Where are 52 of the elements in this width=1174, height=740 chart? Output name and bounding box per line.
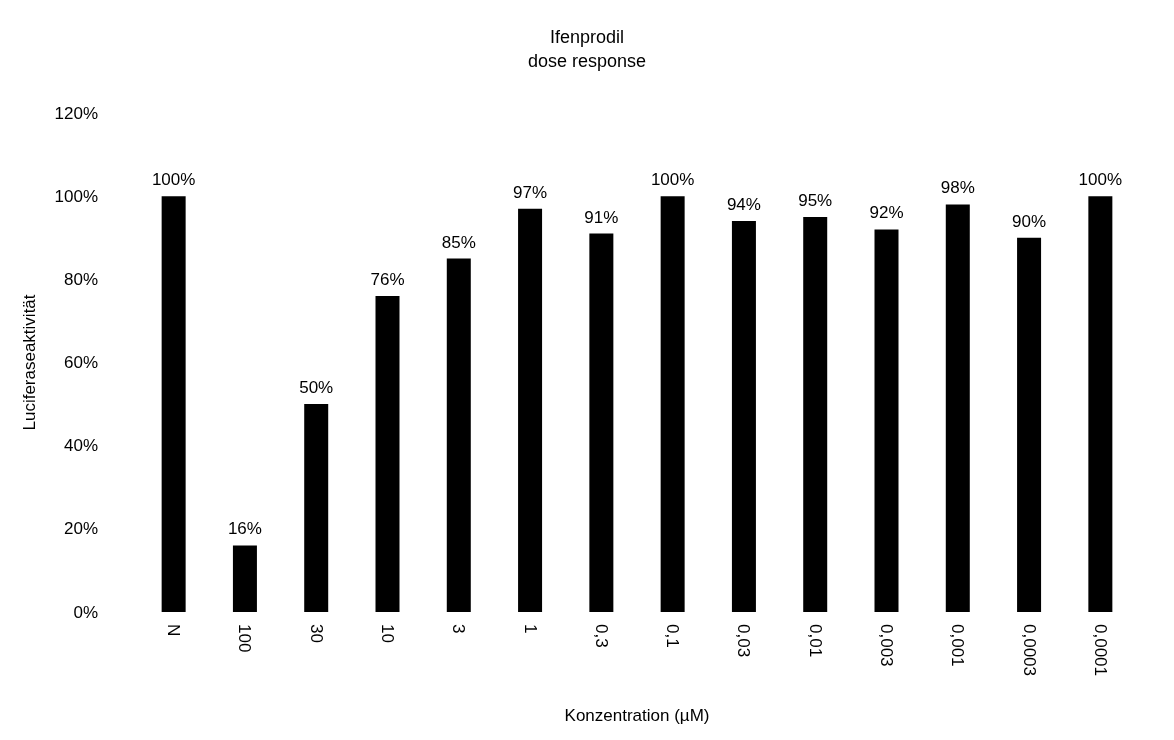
bar: [446, 258, 471, 612]
x-tick-label: 0,03: [734, 624, 754, 658]
data-label: 100%: [1078, 170, 1123, 190]
bar: [1088, 196, 1113, 612]
chart-title: Ifenprodil dose response: [527, 27, 647, 71]
bar: [232, 545, 257, 612]
data-label: 91%: [584, 207, 619, 227]
bar: [304, 404, 329, 612]
x-tick-label: 0,001: [948, 624, 968, 667]
bar: [660, 196, 685, 612]
bar: [874, 229, 899, 612]
y-tick-label: 100%: [54, 186, 98, 206]
bar: [375, 295, 400, 612]
x-tick-label: 1: [520, 624, 540, 634]
x-tick-label: 0,01: [805, 624, 825, 658]
data-label: 100%: [650, 170, 695, 190]
data-label: 50%: [299, 378, 334, 398]
y-tick-label: 40%: [63, 436, 98, 456]
x-tick-label: 30: [306, 624, 326, 643]
bar: [518, 208, 543, 612]
y-tick-label: 120%: [54, 103, 98, 123]
data-label: 95%: [798, 190, 833, 210]
x-tick-label: 3: [449, 624, 469, 634]
y-axis-title: Luciferaseaktivität: [20, 294, 39, 431]
bar: [589, 233, 614, 612]
bar: [945, 204, 970, 612]
y-tick-label: 20%: [63, 519, 98, 539]
x-tick-label: N: [164, 624, 184, 637]
data-label: 85%: [441, 232, 476, 252]
data-label: 92%: [869, 203, 904, 223]
data-label: 97%: [513, 182, 548, 202]
data-label: 100%: [151, 170, 196, 190]
x-tick-label: 0,0003: [1019, 624, 1039, 676]
y-tick-label: 80%: [63, 269, 98, 289]
x-tick-label: 0,3: [591, 624, 611, 648]
y-tick-label: 60%: [63, 353, 98, 372]
data-label: 90%: [1012, 211, 1047, 231]
x-tick-label: 10: [378, 624, 397, 643]
x-tick-label: 0,003: [877, 624, 896, 667]
x-axis-title: Konzentration (µM): [564, 706, 710, 725]
data-label: 76%: [370, 269, 405, 289]
x-tick-label: 0,1: [663, 624, 683, 648]
y-tick-label: 0%: [73, 602, 98, 622]
bar: [803, 216, 828, 612]
data-label: 94%: [726, 195, 761, 215]
data-label: 98%: [940, 178, 975, 198]
x-tick-label: 0,0001: [1090, 624, 1110, 676]
bar: [731, 221, 756, 612]
bar: [161, 196, 186, 612]
data-label: 16%: [227, 519, 262, 539]
x-tick-label: 100: [235, 624, 255, 653]
bar: [1017, 237, 1042, 612]
